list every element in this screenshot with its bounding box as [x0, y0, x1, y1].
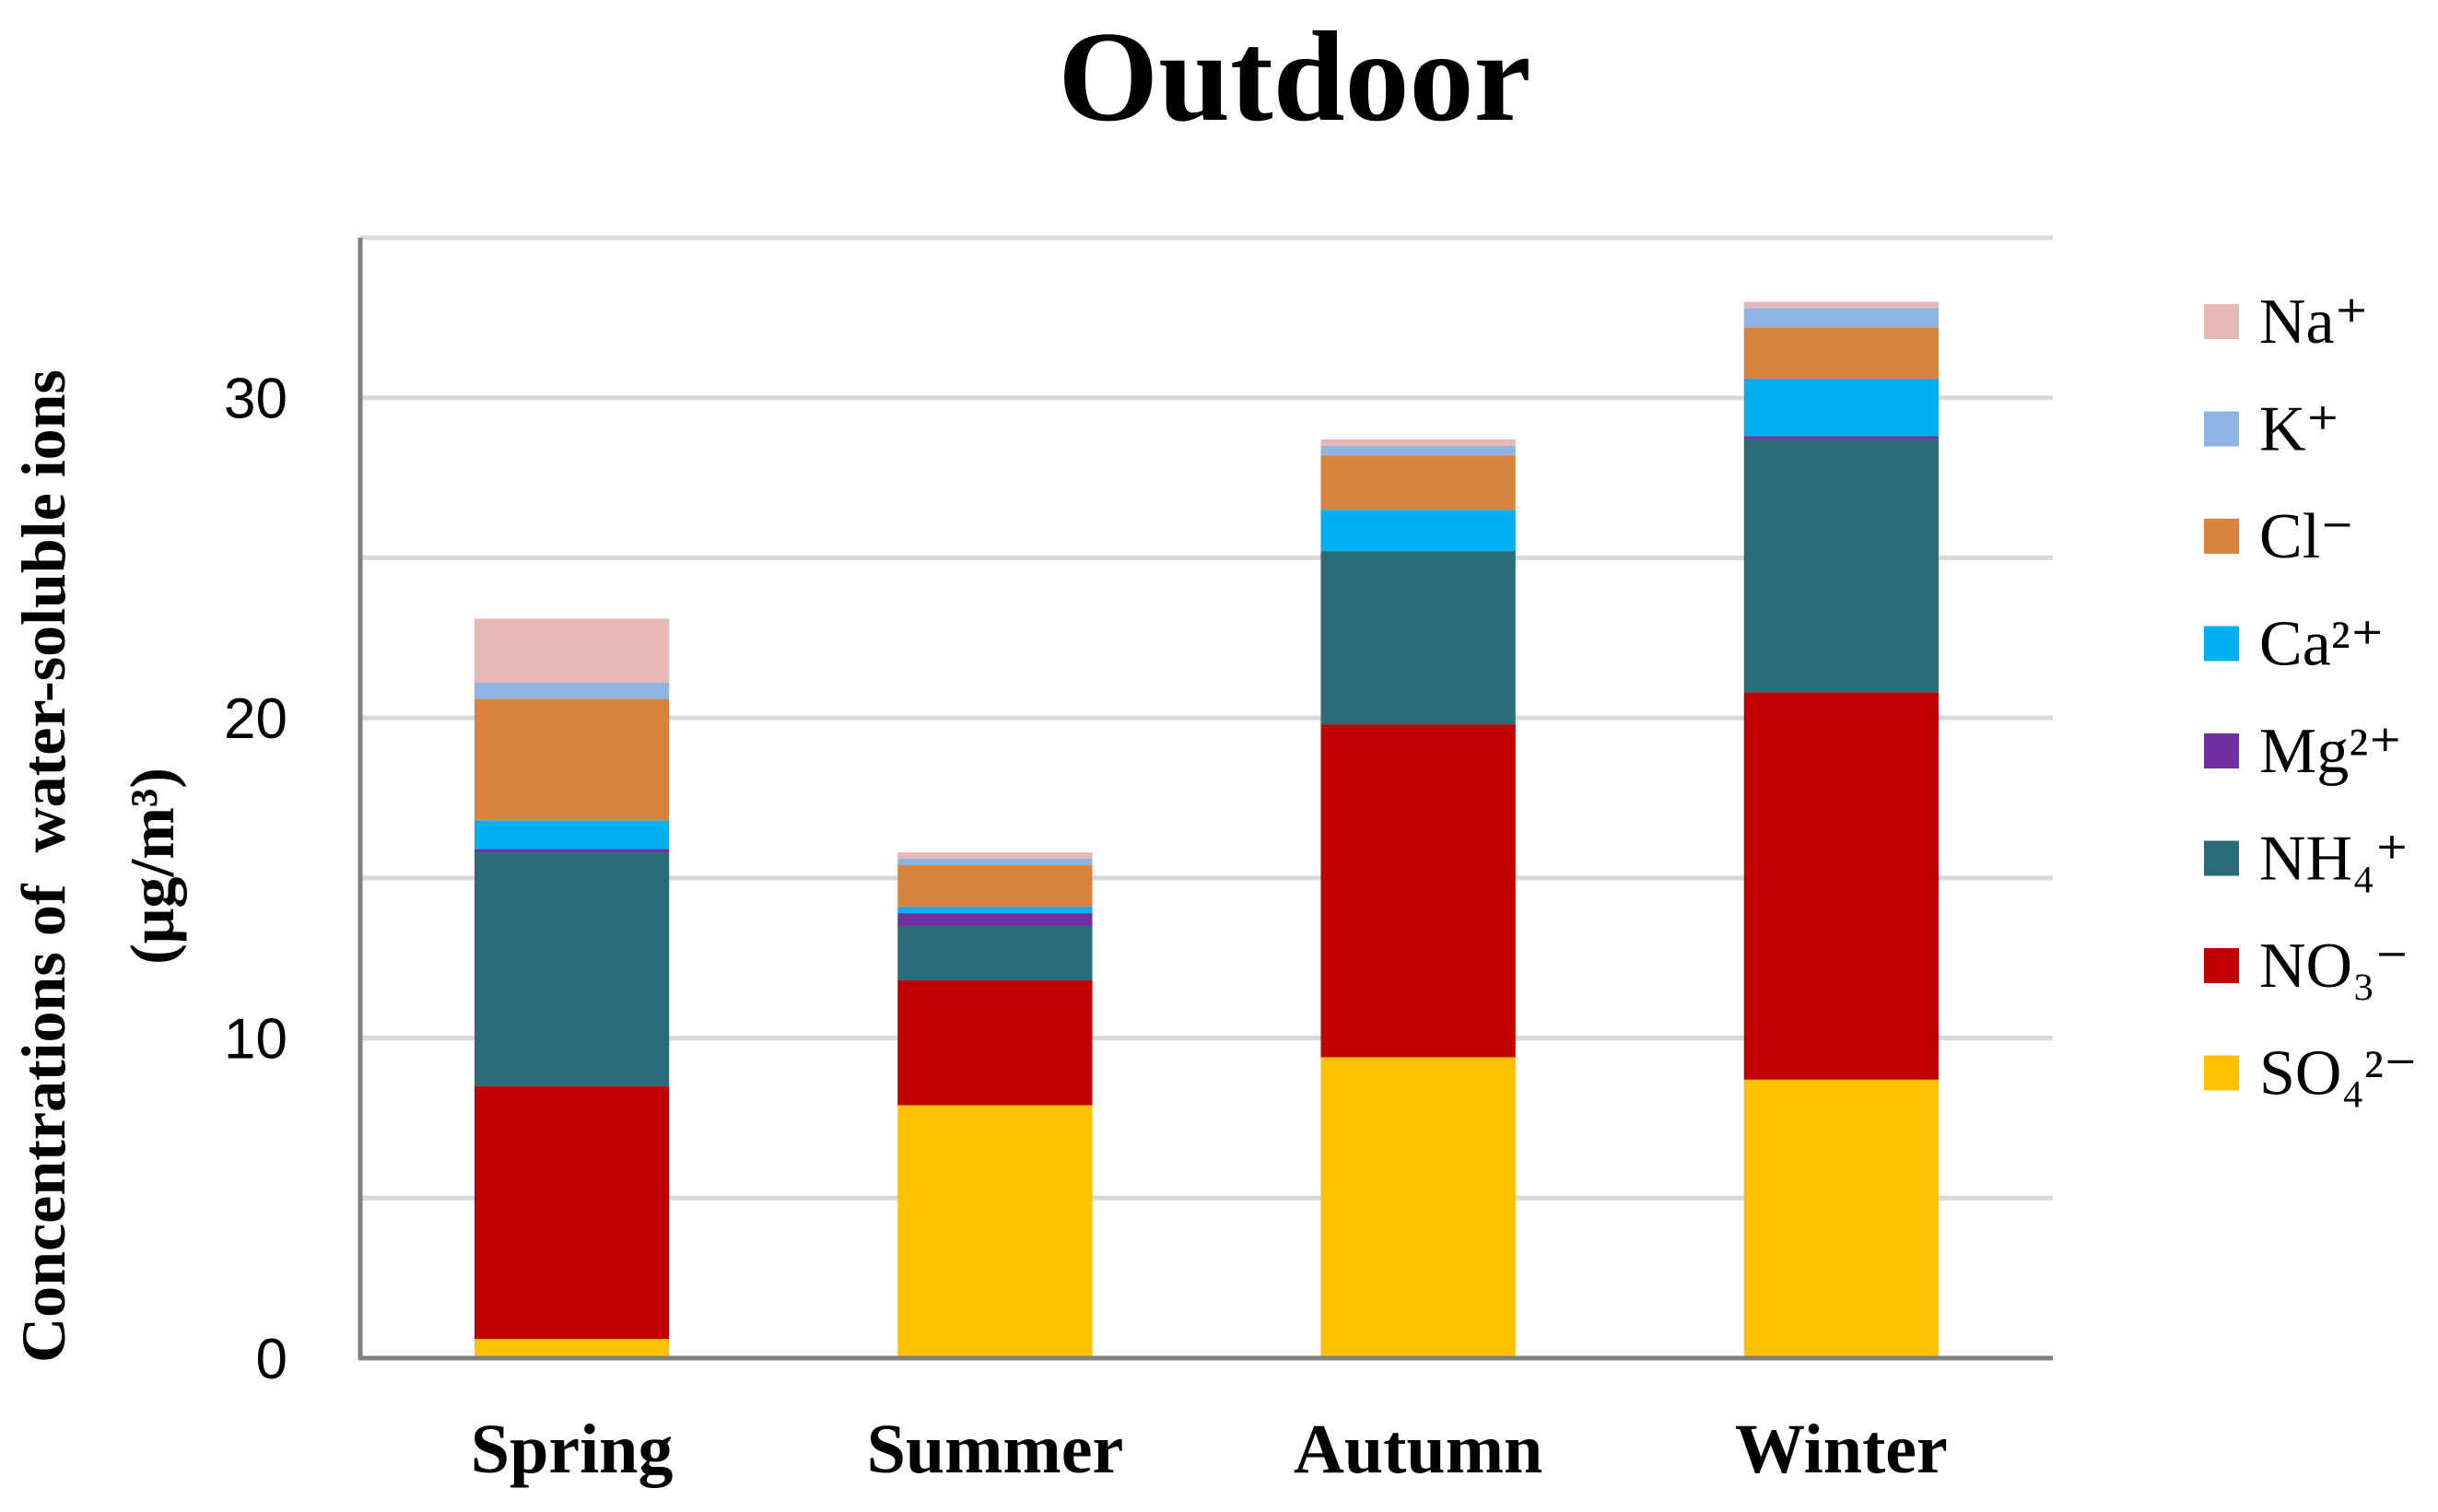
bar-segment [1320, 551, 1516, 725]
legend: Na⁺ K⁺ Cl⁻ Ca²⁺ Mg²⁺ NH₄⁺ NO₃⁻ SO₄²⁻ [2204, 287, 2418, 1109]
legend-swatch [2204, 626, 2239, 662]
bar-segment [474, 1085, 670, 1340]
axes [357, 238, 2053, 1361]
bar-segment [474, 849, 670, 853]
bar-segment [897, 925, 1093, 981]
bar-segment [1743, 378, 1940, 437]
bar-segment [474, 852, 670, 1086]
bar-segment [1320, 439, 1516, 446]
legend-swatch [2204, 519, 2239, 554]
x-tick-label: Autumn [1294, 1411, 1542, 1488]
bar-segment [1743, 301, 1940, 309]
bar-segment [1743, 327, 1940, 379]
bar-segment [897, 859, 1093, 865]
bar-segment [1743, 692, 1940, 1080]
bar-segment [1743, 436, 1940, 440]
y-tick-label: 10 [224, 1008, 287, 1072]
x-tick-label: Winter [1735, 1411, 1948, 1488]
bar-segment [1320, 445, 1516, 456]
y-axis-label-line-1: Concentrations of water-soluble ions [8, 369, 78, 1363]
chart-title: Outdoor [1058, 6, 1530, 148]
legend-swatch [2204, 948, 2239, 983]
bar-segment [1320, 1057, 1516, 1358]
bar-segment [1320, 724, 1516, 1058]
bars [474, 301, 1940, 1358]
legend-swatch [2204, 840, 2239, 876]
y-tick-labels: 0 10 20 30 [224, 368, 287, 1391]
bar-segment [897, 913, 1093, 926]
bar-segment [1743, 308, 1940, 328]
bar-segment [897, 864, 1093, 908]
x-tick-label: Summer [867, 1411, 1124, 1488]
bar-segment [897, 907, 1093, 914]
bar-segment [897, 1105, 1093, 1358]
legend-label: K⁺ [2259, 394, 2340, 465]
bar-segment [474, 820, 670, 850]
bar-segment [474, 618, 670, 683]
bar-segment [474, 1339, 670, 1358]
legend-label: NO₃⁻ [2259, 931, 2409, 1002]
bar-segment [474, 682, 670, 699]
legend-swatch [2204, 733, 2239, 768]
bar-segment [1743, 439, 1940, 693]
y-axis-label-line-2: (μg/m³) [117, 768, 187, 965]
bar-segment [1320, 510, 1516, 552]
legend-label: Ca²⁺ [2259, 609, 2385, 680]
legend-label: Mg²⁺ [2259, 716, 2402, 787]
bar-segment [897, 980, 1093, 1106]
legend-label: SO₄²⁻ [2259, 1038, 2418, 1109]
x-tick-label: Spring [471, 1411, 674, 1488]
legend-swatch [2204, 1055, 2239, 1091]
bar-segment [897, 852, 1093, 860]
y-tick-label: 0 [256, 1328, 287, 1391]
legend-label: Cl⁻ [2259, 501, 2354, 572]
y-tick-label: 20 [224, 687, 287, 751]
legend-label: NH₄⁺ [2259, 824, 2409, 895]
x-tick-labels: Spring Summer Autumn Winter [471, 1411, 1948, 1488]
bar-segment [1743, 1079, 1940, 1358]
bar-segment [1320, 455, 1516, 510]
bar-segment [474, 698, 670, 821]
legend-swatch [2204, 304, 2239, 339]
y-tick-label: 30 [224, 368, 287, 431]
legend-swatch [2204, 411, 2239, 447]
legend-label: Na⁺ [2259, 287, 2369, 357]
y-axis-label: Concentrations of water-soluble ions (μg… [8, 369, 187, 1363]
